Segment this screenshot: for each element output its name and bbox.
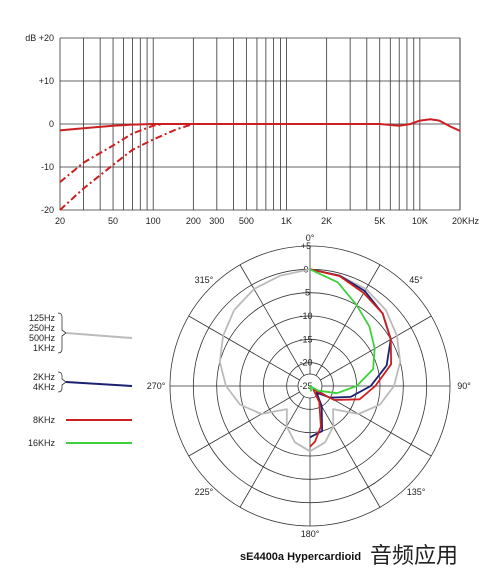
- polar-spoke: [320, 315, 432, 381]
- series-line: [59, 123, 287, 211]
- legend-label: 4KHz: [33, 382, 56, 392]
- x-tick-label: 1K: [281, 216, 292, 226]
- polar-spoke: [315, 396, 381, 508]
- legend-label: 16KHz: [28, 438, 56, 448]
- legend-swatch: [65, 332, 133, 339]
- angle-label: 225°: [195, 487, 214, 497]
- polar-series-line: [309, 268, 376, 395]
- legend-swatch: [65, 381, 133, 387]
- x-tick-label: 20KHz: [452, 216, 480, 226]
- series-line: [59, 118, 461, 132]
- x-tick-label: 5K: [374, 216, 385, 226]
- x-tick-label: 10K: [412, 216, 428, 226]
- legend-brace: [57, 371, 67, 393]
- angle-label: 270°: [147, 381, 166, 391]
- x-tick-label: 500: [239, 216, 254, 226]
- y-tick-label: dB +20: [25, 33, 54, 43]
- polar-pattern-chart: +50-5-10-15-20-250°45°90°135°180°225°270…: [147, 233, 472, 539]
- angle-label: 0°: [306, 233, 315, 243]
- legend-label: 125Hz: [29, 313, 56, 323]
- polar-series-line: [218, 268, 402, 453]
- radial-tick-label: -5: [302, 288, 310, 298]
- polar-spoke: [188, 315, 300, 381]
- polar-spoke: [320, 391, 432, 457]
- angle-label: 180°: [301, 529, 320, 539]
- polar-spoke: [188, 391, 300, 457]
- radial-tick-label: -25: [299, 381, 312, 391]
- x-tick-label: 2K: [321, 216, 332, 226]
- legend-brace: [57, 312, 67, 354]
- polar-spoke: [239, 264, 305, 376]
- legend-label: 500Hz: [29, 333, 56, 343]
- y-tick-label: +10: [39, 76, 54, 86]
- chart-title: sE4400a Hypercardioid: [240, 551, 361, 563]
- polar-spoke: [239, 396, 305, 508]
- angle-label: 315°: [195, 275, 214, 285]
- x-tick-label: 50: [108, 216, 118, 226]
- series-line: [59, 123, 287, 183]
- radial-tick-label: -20: [299, 358, 312, 368]
- angle-label: 135°: [407, 487, 426, 497]
- legend-label: 2KHz: [33, 372, 56, 382]
- y-tick-label: 0: [49, 119, 54, 129]
- radial-tick-label: -10: [299, 311, 312, 321]
- angle-label: 90°: [457, 381, 471, 391]
- polar-series-line: [309, 268, 392, 439]
- angle-label: 45°: [409, 275, 423, 285]
- x-tick-label: 300: [209, 216, 224, 226]
- polar-spoke: [315, 264, 381, 376]
- x-tick-label: 200: [186, 216, 201, 226]
- x-tick-label: 20: [55, 216, 65, 226]
- x-tick-label: 100: [146, 216, 161, 226]
- radial-tick-label: +5: [301, 241, 311, 251]
- watermark-text: 音频应用: [370, 544, 458, 569]
- radial-tick-label: -15: [299, 334, 312, 344]
- legend-label: 8KHz: [33, 415, 56, 425]
- polar-series-line: [309, 268, 392, 448]
- y-tick-label: -10: [41, 162, 54, 172]
- y-tick-label: -20: [41, 205, 54, 215]
- legend-label: 1KHz: [33, 343, 56, 353]
- legend-label: 250Hz: [29, 323, 56, 333]
